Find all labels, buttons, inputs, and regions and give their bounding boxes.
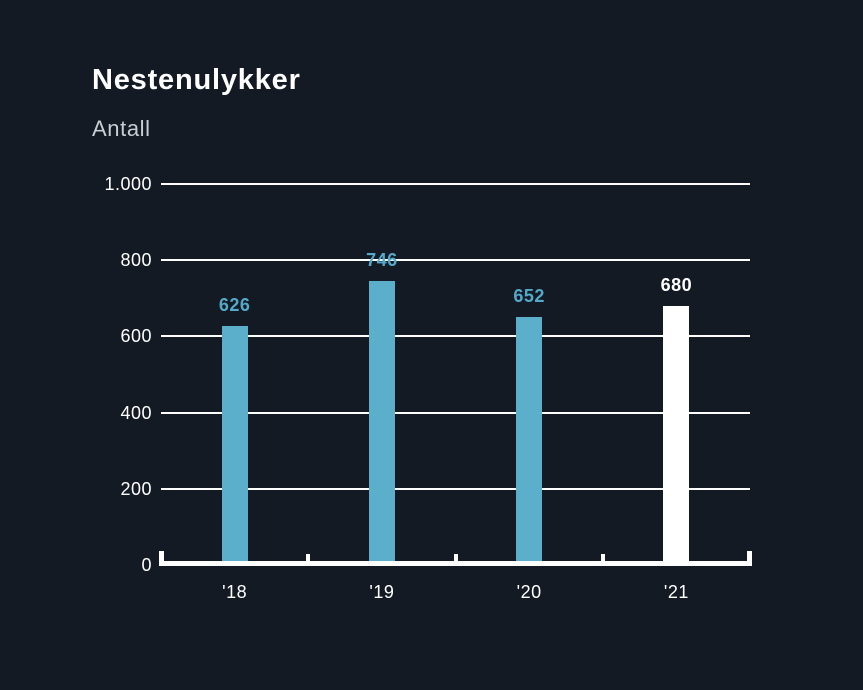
bar-value-label: 680 <box>660 274 693 295</box>
x-axis-tick <box>600 554 605 565</box>
bar-value-label: 626 <box>218 295 251 316</box>
gridline <box>161 183 750 185</box>
x-axis-tick-label: '21 <box>663 582 689 602</box>
bar <box>663 305 690 565</box>
chart-title: Nestenulykker <box>92 64 301 96</box>
x-axis-tick <box>159 551 164 565</box>
x-axis-tick-label: '18 <box>222 582 248 602</box>
y-axis-tick-label: 800 <box>120 250 152 271</box>
y-axis-tick-label: 0 <box>141 555 152 575</box>
y-axis-tick-label: 400 <box>120 402 152 423</box>
gridline <box>161 487 750 490</box>
y-axis-tick-label: 1.000 <box>104 174 152 194</box>
x-axis-tick-label: '19 <box>369 582 395 602</box>
x-axis-tick-label: '20 <box>516 582 542 602</box>
y-axis-tick-label: 200 <box>120 478 152 499</box>
x-axis-tick <box>747 551 752 565</box>
gridline <box>161 335 750 338</box>
y-axis-tick-label: 600 <box>120 326 152 347</box>
chart-subtitle: Antall <box>92 116 151 141</box>
x-axis-tick <box>453 554 458 565</box>
bar <box>221 326 248 565</box>
bar <box>516 316 543 565</box>
gridline <box>161 411 750 414</box>
bar-value-label: 746 <box>366 249 398 270</box>
x-axis-tick <box>306 554 311 565</box>
gridline <box>161 259 750 262</box>
bar <box>368 280 395 565</box>
bar-value-label: 652 <box>513 285 545 306</box>
